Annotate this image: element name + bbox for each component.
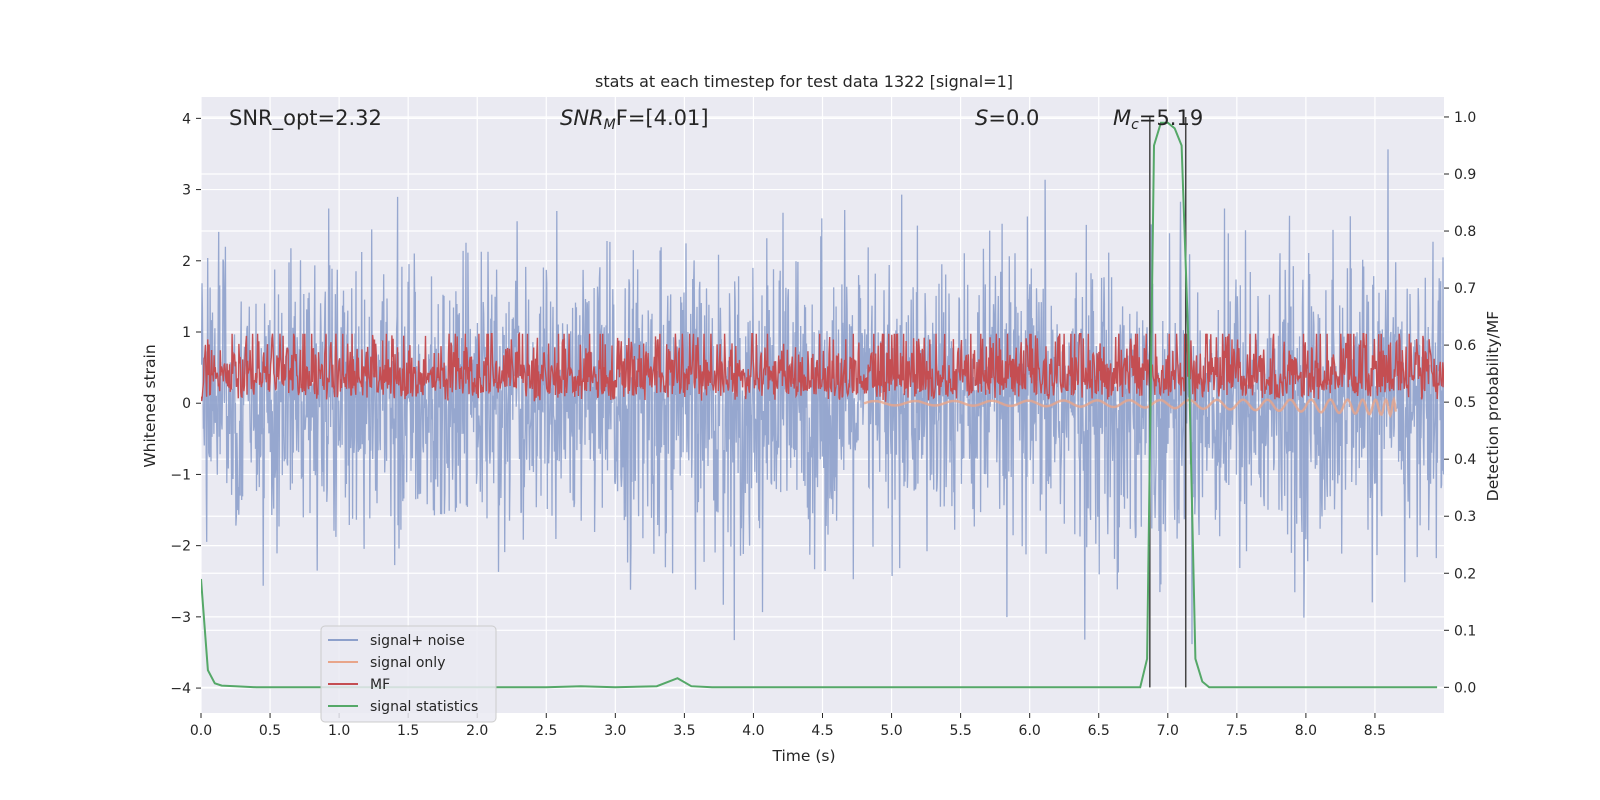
series-signal-only — [863, 395, 1397, 419]
signal-statistics-line — [201, 121, 1438, 689]
legend-box — [320, 625, 497, 723]
legend-label-signal-statistics: signal statistics — [370, 699, 478, 715]
y-left-tick-label: 2 — [182, 254, 191, 270]
x-tick-label: 5.5 — [949, 723, 971, 739]
y-left-tick-label: 0 — [182, 396, 191, 412]
y-left-tick-label: −4 — [170, 681, 191, 697]
y-left-axis-label: Whitened strain — [141, 344, 159, 467]
annotation-snr-mf: SNRMF=[4.01] — [560, 106, 709, 133]
annotation-s: S=0.0 — [975, 106, 1039, 130]
x-tick-label: 5.0 — [880, 723, 902, 739]
y-left-tick-label: 3 — [182, 183, 191, 199]
x-tick-label: 2.0 — [466, 723, 488, 739]
x-axis-label: Time (s) — [771, 747, 835, 765]
legend-label-signal-only: signal only — [370, 655, 445, 671]
x-tick-label: 1.5 — [397, 723, 419, 739]
y-right-tick-label: 0.0 — [1454, 680, 1476, 696]
x-axis-ticks: 0.0 0.5 1.0 1.5 2.0 2.5 3.0 3.5 4.0 4.5 5.0 5.5 6.0 6… — [190, 713, 1386, 739]
legend: signal+ noise signal only MF signal stat… — [320, 625, 497, 723]
x-tick-label: 3.0 — [604, 723, 626, 739]
y-right-tick-label: 0.3 — [1454, 509, 1476, 525]
y-right-tick-label: 0.9 — [1454, 167, 1476, 183]
x-tick-label: 8.0 — [1295, 723, 1317, 739]
y-left-tick-label: −2 — [170, 539, 191, 555]
y-right-tick-label: 0.1 — [1454, 623, 1476, 639]
signal-only-line — [863, 395, 1397, 419]
x-tick-label: 0.5 — [259, 723, 281, 739]
x-tick-label: 6.0 — [1019, 723, 1041, 739]
legend-label-signal-noise: signal+ noise — [370, 633, 465, 649]
y-right-tick-label: 0.4 — [1454, 452, 1476, 468]
series-signal-noise — [201, 149, 1444, 645]
x-tick-label: 7.5 — [1226, 723, 1248, 739]
y-right-axis-label: Detection probability/MF — [1484, 311, 1502, 502]
x-tick-label: 4.0 — [742, 723, 764, 739]
annotation-snr-opt: SNR_opt=2.32 — [229, 106, 382, 131]
annotation-mc: Mc=5.19 — [1113, 106, 1203, 133]
series-mf — [201, 331, 1444, 402]
legend-label-mf: MF — [370, 677, 390, 693]
x-tick-label: 0.0 — [190, 723, 212, 739]
y-right-tick-label: 0.7 — [1454, 281, 1476, 297]
series-signal-statistics — [201, 121, 1438, 689]
x-tick-label: 2.5 — [535, 723, 557, 739]
y-left-tick-label: 4 — [182, 111, 191, 127]
y-right-tick-label: 0.6 — [1454, 338, 1476, 354]
noise-line — [201, 149, 1444, 645]
y-right-tick-label: 0.8 — [1454, 224, 1476, 240]
y-left-tick-label: 1 — [182, 325, 191, 341]
y-right-tick-label: 1.0 — [1454, 110, 1476, 126]
y-right-tick-label: 0.5 — [1454, 395, 1476, 411]
x-tick-label: 8.5 — [1364, 723, 1386, 739]
y-right-tick-label: 0.2 — [1454, 566, 1476, 582]
x-tick-label: 6.5 — [1088, 723, 1110, 739]
x-tick-label: 1.0 — [328, 723, 350, 739]
mf-line — [201, 331, 1444, 402]
y-left-axis-ticks: −4 −3 −2 −1 0 1 2 3 4 — [170, 111, 201, 697]
x-tick-label: 7.0 — [1157, 723, 1179, 739]
y-left-tick-label: −1 — [170, 467, 191, 483]
x-tick-label: 3.5 — [673, 723, 695, 739]
x-tick-label: 4.5 — [811, 723, 833, 739]
y-left-tick-label: −3 — [170, 610, 191, 626]
y-right-axis-ticks: 0.0 0.1 0.2 0.3 0.4 0.5 0.6 0.7 0.8 0.9 1.0 — [1444, 110, 1476, 696]
chart-title: stats at each timestep for test data 132… — [595, 72, 1013, 91]
